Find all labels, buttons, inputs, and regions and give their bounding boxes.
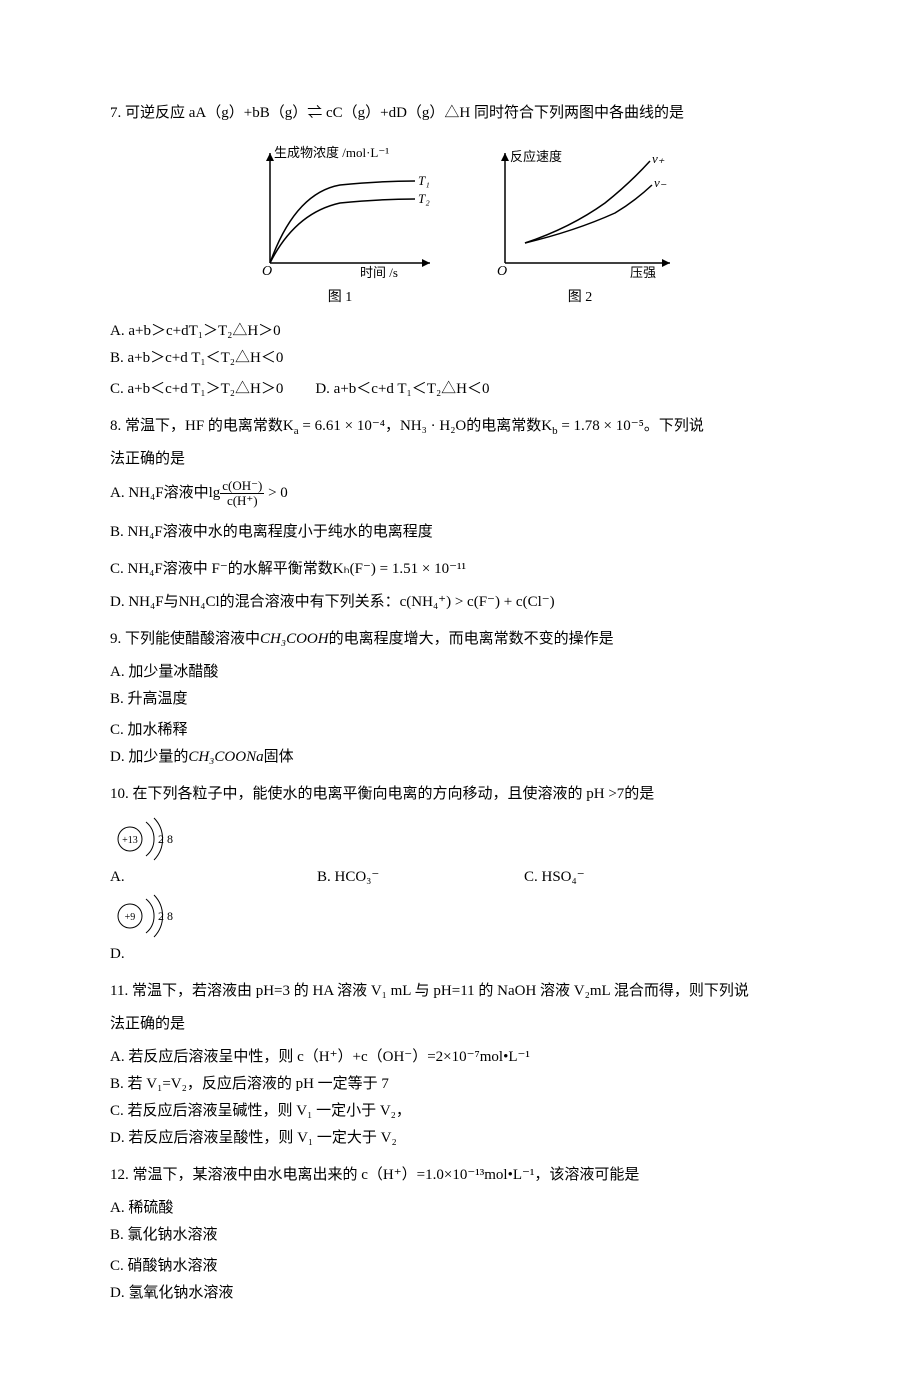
q7-optA: A. a+b＞c+dT₁＞T₂△H＞0: [110, 318, 492, 345]
q7-fig2: O 反应速度 压强 v₊ v₋ 图 2: [480, 143, 680, 310]
q11-text2: 法正确的是: [110, 1011, 810, 1038]
q7-text: 7. 可逆反应 aA（g）+bB（g）⇌ cC（g）+dD（g）△H 同时符合下…: [110, 100, 810, 127]
q9-options-row1: A. 加少量冰醋酸 B. 升高温度: [110, 659, 810, 713]
q7-options-row2: C. a+b＜c+d T₁＞T₂△H＞0 D. a+b＜c+d T₁＜T₂△H＜…: [110, 376, 810, 403]
q10-optD: D.: [110, 946, 125, 962]
q9-text-pre: 9. 下列能使醋酸溶液中: [110, 631, 260, 647]
q9-text: 9. 下列能使醋酸溶液中CH₃COOH的电离程度增大，而电离常数不变的操作是: [110, 626, 810, 653]
q8-optA-num: c(OH⁻): [220, 479, 264, 494]
q9-optD-pre: D. 加少量的: [110, 749, 188, 765]
q8-optB: B. NH₄F溶液中水的电离程度小于纯水的电离程度: [110, 519, 810, 546]
q8-optC: C. NH₄F溶液中 F⁻的水解平衡常数Kₕ(F⁻) = 1.51 × 10⁻¹…: [110, 556, 810, 583]
q9-optC: C. 加水稀释: [110, 717, 492, 744]
q8-optA-frac: c(OH⁻)c(H⁺): [220, 479, 264, 509]
q12-optD: D. 氢氧化钠水溶液: [110, 1280, 492, 1307]
svg-text:T₁: T₁: [418, 173, 430, 188]
svg-text:时间 /s: 时间 /s: [360, 265, 398, 280]
svg-text:+13: +13: [122, 835, 138, 846]
q11-optC: C. 若反应后溶液呈碱性，则 V₁ 一定小于 V₂，: [110, 1098, 810, 1125]
q10-optD-wrap: +9 2 8 D.: [110, 891, 317, 968]
svg-text:生成物浓度 /mol·L⁻¹: 生成物浓度 /mol·L⁻¹: [274, 145, 389, 160]
atom-diagram-D: +9 2 8: [110, 891, 180, 941]
q7-options-row1: A. a+b＞c+dT₁＞T₂△H＞0 B. a+b＞c+d T₁＜T₂△H＜0: [110, 318, 810, 372]
q10-optA: A.: [110, 869, 125, 885]
svg-text:T₂: T₂: [418, 191, 430, 206]
atom-diagram-A: +13 2 8: [110, 814, 180, 864]
q12-optC: C. 硝酸钠水溶液: [110, 1253, 492, 1280]
q7-fig1-caption: 图 1: [240, 285, 440, 310]
q8-optA-pre: A. NH₄F溶液中lg: [110, 485, 220, 501]
q9-optB: B. 升高温度: [110, 686, 492, 713]
q9-optD-post: 固体: [264, 749, 294, 765]
q8-text-tail: 法正确的是: [110, 446, 810, 473]
q10-optC: C. HSO₄⁻: [524, 864, 731, 891]
q8-optD: D. NH₄F与NH₄Cl的混合溶液中有下列关系：c(NH₄⁺) > c(F⁻)…: [110, 589, 810, 616]
question-11: 11. 常温下，若溶液由 pH=3 的 HA 溶液 V₁ mL 与 pH=11 …: [110, 978, 810, 1152]
q7-optC: C. a+b＜c+d T₁＞T₂△H＞0: [110, 376, 315, 403]
q9-text-post: 的电离程度增大，而电离常数不变的操作是: [329, 631, 614, 647]
q12-options-row2: C. 硝酸钠水溶液 D. 氢氧化钠水溶液: [110, 1253, 810, 1307]
question-12: 12. 常温下，某溶液中由水电离出来的 c（H⁺）=1.0×10⁻¹³mol•L…: [110, 1162, 810, 1307]
q8-ka-val: = 6.61 × 10⁻⁴，NH₃ · H₂O的电离常数K: [299, 418, 552, 434]
svg-text:2 8: 2 8: [158, 832, 173, 846]
svg-text:2 8: 2 8: [158, 909, 173, 923]
q11-text: 11. 常温下，若溶液由 pH=3 的 HA 溶液 V₁ mL 与 pH=11 …: [110, 978, 810, 1005]
q12-text: 12. 常温下，某溶液中由水电离出来的 c（H⁺）=1.0×10⁻¹³mol•L…: [110, 1162, 810, 1189]
q9-options-row2: C. 加水稀释 D. 加少量的CH₃COONa固体: [110, 717, 810, 771]
svg-text:反应速度: 反应速度: [510, 149, 562, 164]
q11-optD: D. 若反应后溶液呈酸性，则 V₁ 一定大于 V₂: [110, 1125, 810, 1152]
svg-text:O: O: [262, 264, 272, 279]
q12-optB: B. 氯化钠水溶液: [110, 1222, 492, 1249]
q8-text-pre: 8. 常温下，HF 的电离常数K: [110, 418, 294, 434]
q11-optB: B. 若 V₁=V₂，反应后溶液的 pH 一定等于 7: [110, 1071, 810, 1098]
question-10: 10. 在下列各粒子中，能使水的电离平衡向电离的方向移动，且使溶液的 pH >7…: [110, 781, 810, 968]
q10-options: +13 2 8 A. B. HCO₃⁻ C. HSO₄⁻ +9 2 8: [110, 814, 810, 968]
q8-optA-post: > 0: [264, 485, 287, 501]
q8-text: 8. 常温下，HF 的电离常数Ka = 6.61 × 10⁻⁴，NH₃ · H₂…: [110, 413, 810, 440]
q9-optA: A. 加少量冰醋酸: [110, 659, 492, 686]
q8-kb-val: = 1.78 × 10⁻⁵。下列说: [558, 418, 704, 434]
q7-optD: D. a+b＜c+d T₁＜T₂△H＜0: [315, 376, 521, 403]
q11-optA: A. 若反应后溶液呈中性，则 c（H⁺）+c（OH⁻）=2×10⁻⁷mol•L⁻…: [110, 1044, 810, 1071]
svg-text:+9: +9: [125, 912, 136, 923]
q8-optA: A. NH₄F溶液中lgc(OH⁻)c(H⁺) > 0: [110, 479, 810, 509]
q9-optD: D. 加少量的CH₃COONa固体: [110, 744, 492, 771]
q12-optA: A. 稀硫酸: [110, 1195, 492, 1222]
q10-text: 10. 在下列各粒子中，能使水的电离平衡向电离的方向移动，且使溶液的 pH >7…: [110, 781, 810, 808]
svg-text:v₊: v₊: [652, 151, 665, 166]
svg-text:v₋: v₋: [654, 175, 667, 190]
q7-fig1: O 生成物浓度 /mol·L⁻¹ 时间 /s T₁ T₂ 图 1: [240, 143, 440, 310]
q9-formula: CH₃COOH: [260, 631, 329, 647]
svg-text:O: O: [497, 264, 507, 279]
q10-optB: B. HCO₃⁻: [317, 864, 524, 891]
q7-figures: O 生成物浓度 /mol·L⁻¹ 时间 /s T₁ T₂ 图 1 O 反应速度 …: [110, 143, 810, 310]
question-9: 9. 下列能使醋酸溶液中CH₃COOH的电离程度增大，而电离常数不变的操作是 A…: [110, 626, 810, 771]
q7-fig2-caption: 图 2: [480, 285, 680, 310]
svg-text:压强: 压强: [630, 265, 656, 280]
q8-optA-den: c(H⁺): [220, 494, 264, 508]
chart-rate-pressure: O 反应速度 压强 v₊ v₋: [480, 143, 680, 283]
q10-optA-wrap: +13 2 8 A.: [110, 814, 317, 891]
question-8: 8. 常温下，HF 的电离常数Ka = 6.61 × 10⁻⁴，NH₃ · H₂…: [110, 413, 810, 616]
chart-concentration-time: O 生成物浓度 /mol·L⁻¹ 时间 /s T₁ T₂: [240, 143, 440, 283]
question-7: 7. 可逆反应 aA（g）+bB（g）⇌ cC（g）+dD（g）△H 同时符合下…: [110, 100, 810, 403]
q12-options-row1: A. 稀硫酸 B. 氯化钠水溶液: [110, 1195, 810, 1249]
q9-optD-italic: CH₃COONa: [188, 749, 263, 765]
q7-optB: B. a+b＞c+d T₁＜T₂△H＜0: [110, 345, 492, 372]
